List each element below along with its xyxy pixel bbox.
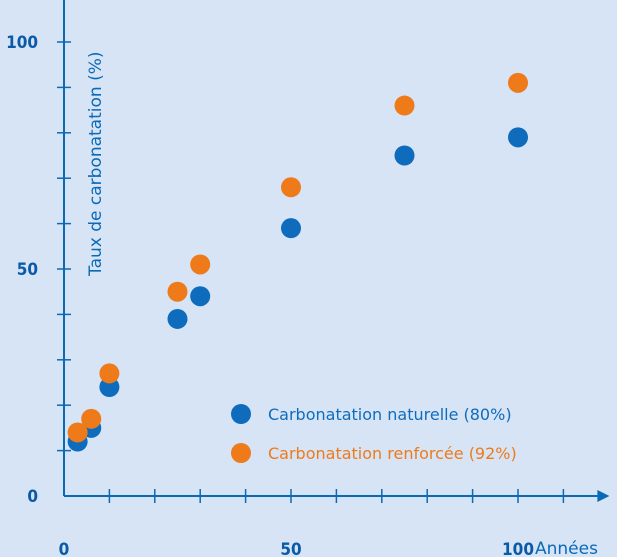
x-axis-arrow	[597, 490, 610, 502]
legend-label: Carbonatation renforcée (92%)	[268, 444, 517, 463]
y-axis-label: Taux de carbonatation (%)	[86, 52, 106, 278]
point-natural	[167, 308, 188, 329]
y-tick-label: 50	[17, 260, 38, 280]
point-reinforced	[167, 281, 188, 302]
x-tick-label: 100	[502, 540, 534, 557]
point-natural	[190, 286, 211, 307]
point-natural	[394, 145, 415, 166]
point-reinforced	[190, 254, 211, 275]
x-axis-label: Années	[535, 539, 598, 557]
axes	[63, 0, 610, 502]
legend-marker	[231, 404, 251, 424]
point-natural	[281, 218, 301, 239]
point-reinforced	[281, 177, 301, 198]
legend-label: Carbonatation naturelle (80%)	[268, 405, 512, 424]
x-tick-label: 50	[280, 540, 301, 557]
x-tick-label: 0	[59, 540, 70, 557]
legend: Carbonatation naturelle (80%) Carbonatati…	[231, 404, 517, 463]
point-reinforced	[508, 72, 528, 93]
legend-marker	[231, 443, 251, 463]
y-tick-label: 0	[27, 487, 38, 507]
point-reinforced	[99, 363, 120, 384]
point-natural	[508, 127, 528, 148]
point-reinforced	[394, 95, 415, 116]
point-reinforced	[67, 422, 88, 443]
data-points	[67, 72, 528, 452]
axis-ticks: 0 50 100 0 50 100	[6, 33, 565, 557]
point-reinforced	[81, 408, 102, 429]
y-tick-label: 100	[6, 33, 38, 53]
